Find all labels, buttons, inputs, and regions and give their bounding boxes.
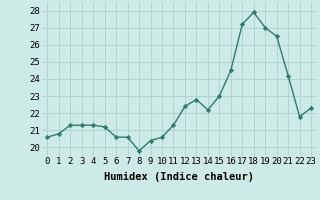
X-axis label: Humidex (Indice chaleur): Humidex (Indice chaleur) <box>104 172 254 182</box>
